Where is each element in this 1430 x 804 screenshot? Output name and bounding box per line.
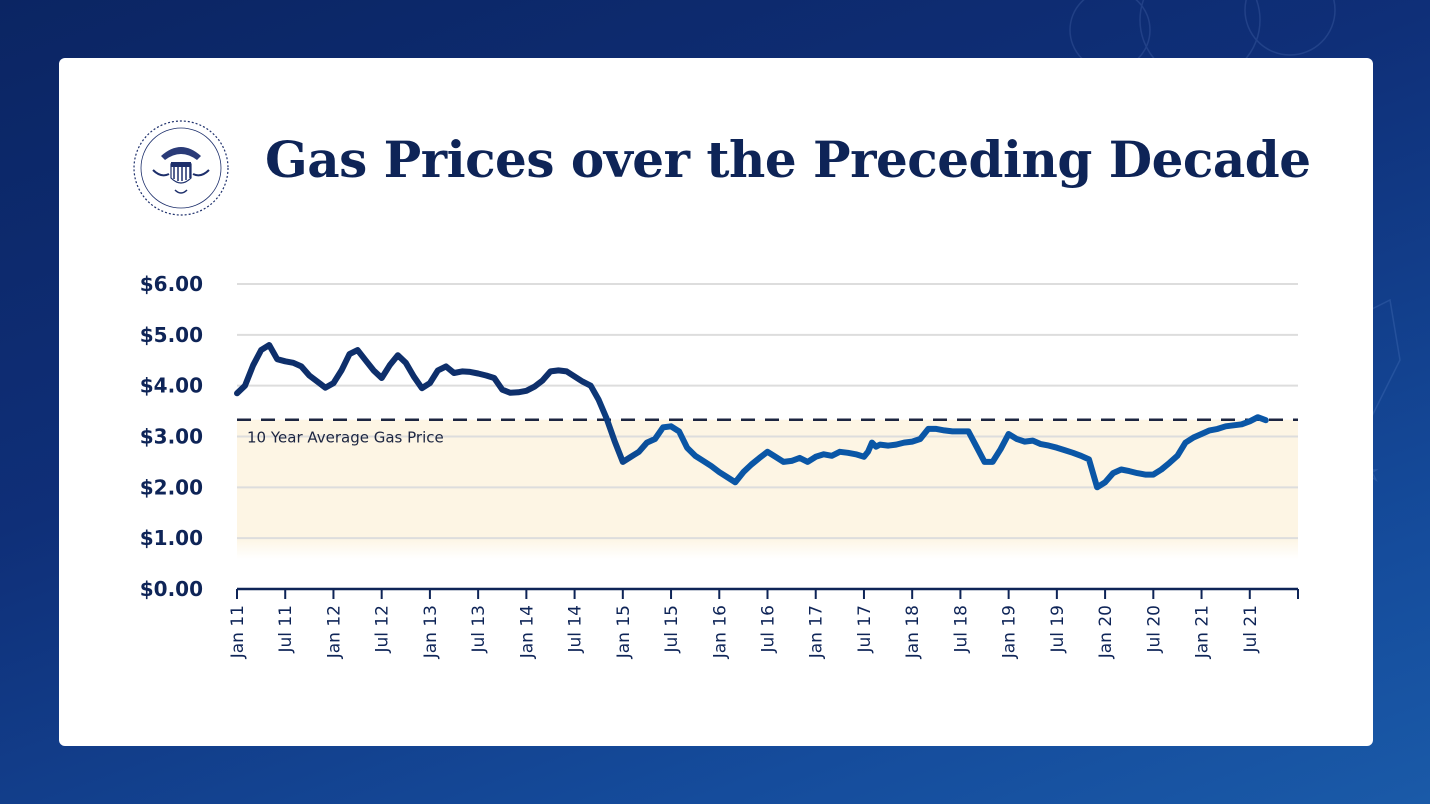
x-tick-label: Jan 18 bbox=[903, 605, 923, 659]
x-tick-label: Jul 18 bbox=[951, 605, 971, 654]
x-tick-label: Jul 15 bbox=[662, 605, 682, 654]
chart-card: Gas Prices over the Preceding Decade bbox=[59, 58, 1373, 746]
page-title: Gas Prices over the Preceding Decade bbox=[265, 130, 1311, 189]
x-tick-label: Jan 13 bbox=[421, 605, 441, 659]
x-tick-label: Jul 13 bbox=[469, 605, 489, 654]
y-tick-label: $3.00 bbox=[140, 425, 203, 449]
x-tick-label: Jan 12 bbox=[324, 605, 344, 659]
y-tick-label: $6.00 bbox=[140, 272, 203, 296]
x-tick-label: Jan 17 bbox=[807, 605, 827, 659]
average-label: 10 Year Average Gas Price bbox=[247, 429, 444, 447]
x-tick-label: Jul 20 bbox=[1144, 605, 1164, 654]
x-tick-label: Jul 14 bbox=[566, 605, 586, 654]
y-tick-label: $5.00 bbox=[140, 323, 203, 347]
y-tick-label: $2.00 bbox=[140, 475, 203, 499]
y-tick-label: $1.00 bbox=[140, 526, 203, 550]
gas-price-line bbox=[234, 342, 1269, 491]
x-tick-label: Jul 17 bbox=[855, 605, 875, 654]
presidential-seal-icon bbox=[133, 120, 229, 216]
x-tick-label: Jan 20 bbox=[1096, 605, 1116, 659]
y-tick-label: $0.00 bbox=[140, 577, 203, 601]
x-tick-label: Jan 14 bbox=[517, 605, 537, 659]
y-tick-label: $4.00 bbox=[140, 374, 203, 398]
x-tick-label: Jul 19 bbox=[1048, 605, 1068, 654]
x-tick-label: Jan 21 bbox=[1193, 605, 1213, 659]
x-tick-label: Jul 21 bbox=[1241, 605, 1261, 654]
x-tick-label: Jul 16 bbox=[759, 605, 779, 654]
x-tick-label: Jul 11 bbox=[276, 605, 296, 654]
average-band bbox=[237, 419, 1298, 559]
x-tick-label: Jul 12 bbox=[373, 605, 393, 654]
x-tick-label: Jan 19 bbox=[1000, 605, 1020, 659]
x-tick-label: Jan 16 bbox=[710, 605, 730, 659]
x-tick-label: Jan 11 bbox=[228, 605, 248, 659]
x-tick-label: Jan 15 bbox=[614, 605, 634, 659]
